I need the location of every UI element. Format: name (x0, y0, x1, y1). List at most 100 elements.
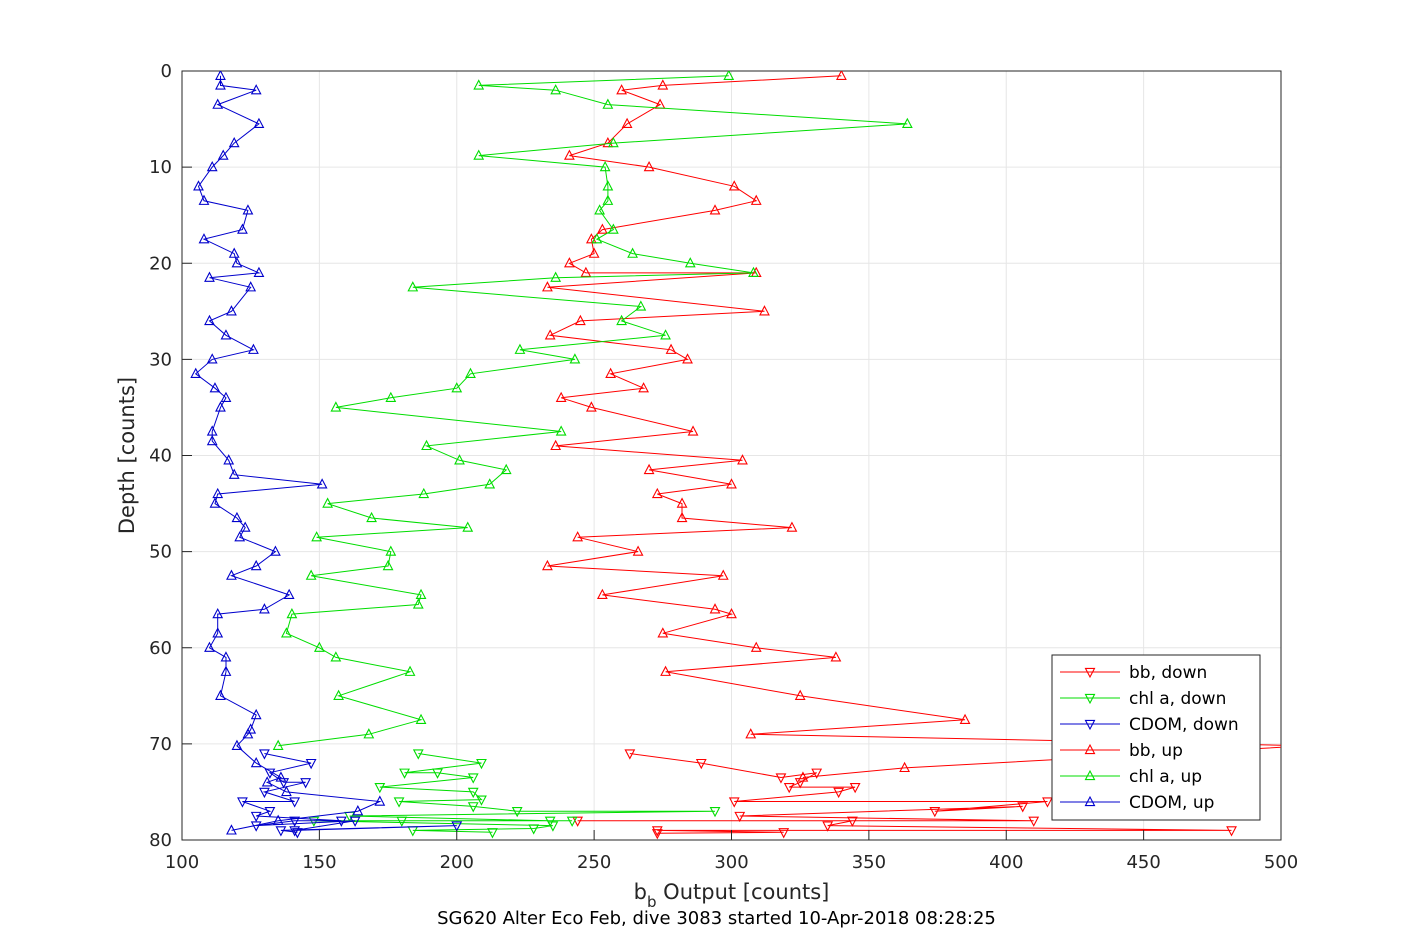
data-point (215, 401, 226, 412)
data-point (651, 829, 663, 840)
data-point (259, 787, 270, 799)
data-point (602, 194, 614, 205)
data-point (239, 521, 251, 532)
data-point (220, 665, 232, 676)
y-tick-label: 40 (149, 446, 172, 467)
data-point (651, 826, 663, 837)
data-point (684, 257, 696, 268)
data-point (193, 180, 204, 191)
data-point (607, 136, 619, 148)
data-point (226, 569, 237, 580)
series-line (547, 75, 1281, 778)
data-point (396, 816, 408, 827)
data-point (286, 607, 298, 619)
data-point (451, 382, 463, 393)
legend-swatch-marker (1084, 693, 1096, 705)
data-point (245, 281, 257, 292)
data-point (399, 768, 410, 779)
data-point (250, 84, 262, 95)
x-axis-label-main: b (634, 880, 647, 904)
data-point (599, 160, 611, 172)
data-point (467, 802, 479, 813)
data-point (959, 713, 971, 724)
data-point (206, 434, 218, 446)
legend: bb, down chl a, down CDOM, down bb, up chl a… (1051, 654, 1261, 821)
data-point (632, 545, 644, 556)
data-point (544, 329, 556, 340)
data-point (250, 811, 262, 823)
data-point (1226, 826, 1237, 837)
data-point (242, 728, 254, 739)
legend-swatch-marker (1084, 719, 1096, 731)
data-point (226, 824, 237, 835)
data-point (657, 79, 669, 90)
data-point (745, 728, 757, 739)
data-point (514, 343, 526, 354)
x-tick-label: 400 (989, 852, 1023, 873)
data-point (473, 149, 485, 160)
data-point (627, 247, 639, 258)
data-point (709, 204, 721, 215)
data-point (418, 487, 430, 499)
data-point (833, 787, 845, 799)
series-cdom-up (190, 71, 386, 835)
data-point (412, 598, 424, 609)
y-tick-label: 50 (149, 542, 172, 563)
data-point (822, 821, 834, 832)
data-point (259, 749, 270, 760)
data-point (643, 160, 655, 172)
data-point (500, 463, 512, 475)
data-point (726, 607, 737, 619)
data-point (830, 651, 842, 662)
data-point (797, 771, 809, 782)
data-point (574, 314, 586, 326)
data-point (220, 391, 232, 402)
data-point (264, 768, 276, 779)
data-point (250, 708, 262, 720)
data-point (366, 511, 377, 523)
data-point (511, 807, 523, 818)
data-point (750, 641, 762, 652)
data-point (726, 478, 737, 489)
data-point (709, 603, 721, 614)
data-point (1017, 802, 1029, 813)
data-point (217, 149, 229, 160)
data-point (569, 353, 581, 364)
data-point (231, 257, 243, 268)
data-point (228, 247, 240, 258)
data-point (204, 641, 215, 652)
data-point (555, 425, 567, 436)
legend-label: chl a, up (1129, 767, 1202, 787)
data-point (305, 569, 317, 580)
data-point (723, 71, 735, 80)
data-point (253, 117, 265, 129)
data-point (407, 281, 419, 292)
data-point (253, 266, 265, 278)
data-point (750, 194, 762, 205)
data-point (393, 797, 405, 808)
data-point (607, 223, 619, 234)
series-line (278, 75, 908, 747)
data-point (665, 343, 677, 354)
y-tick-label: 30 (149, 349, 172, 370)
legend-label: chl a, down (1129, 689, 1226, 709)
legend-label: CDOM, up (1129, 793, 1214, 813)
data-point (300, 778, 312, 789)
data-point (220, 651, 232, 662)
data-point (602, 136, 614, 148)
data-point (737, 454, 748, 465)
data-point (621, 117, 633, 129)
x-tick-label: 200 (440, 852, 474, 873)
data-point (794, 689, 806, 700)
data-point (451, 821, 463, 832)
data-point (676, 497, 688, 508)
data-point (594, 204, 606, 215)
x-axis-label: bb Output [counts] (634, 880, 830, 911)
y-tick-label: 70 (149, 734, 172, 755)
data-point (786, 521, 798, 532)
data-point (212, 627, 224, 638)
data-point (462, 521, 474, 532)
data-point (566, 816, 578, 827)
data-point (385, 391, 397, 402)
